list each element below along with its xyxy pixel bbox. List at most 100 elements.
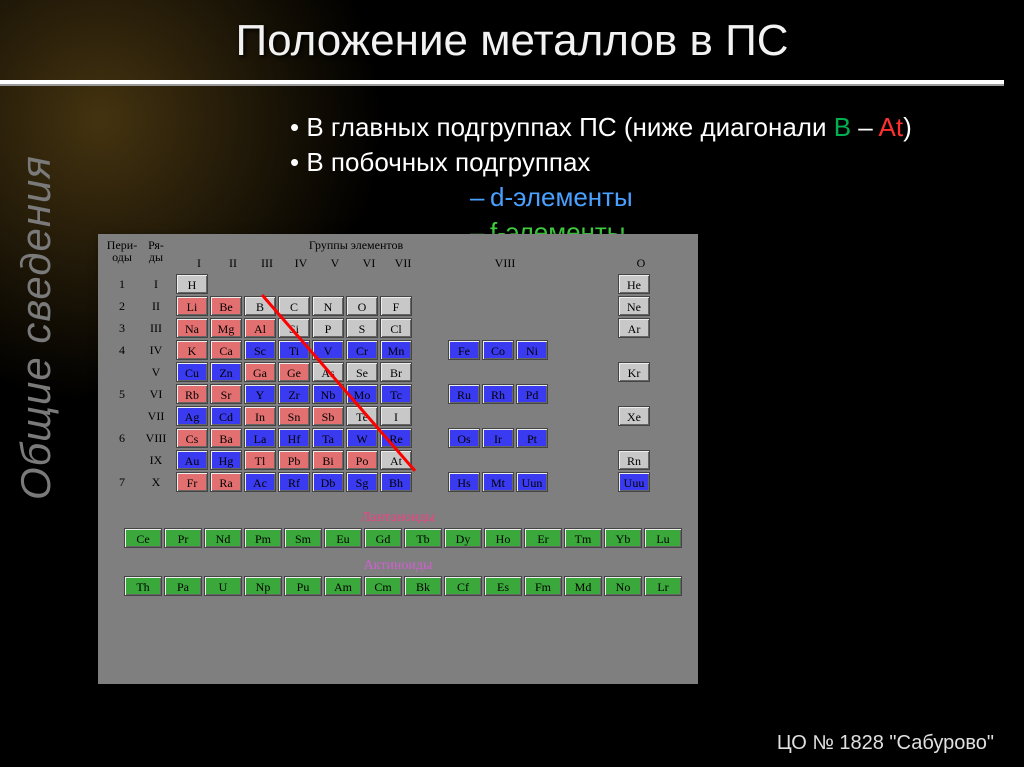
element-cell-Er: Er [524, 528, 562, 548]
group-label: VII [388, 256, 418, 271]
element-cell-Bh: Bh [380, 472, 412, 492]
element-cell-Hs: Hs [448, 472, 480, 492]
element-cell-N: N [312, 296, 344, 316]
element-cell-Hf: Hf [278, 428, 310, 448]
element-cell-No: No [604, 576, 642, 596]
element-cell-S: S [346, 318, 378, 338]
element-cell-Rn: Rn [618, 450, 650, 470]
element-cell-Am: Am [324, 576, 362, 596]
row-label: V [144, 365, 168, 380]
element-cell-Kr: Kr [618, 362, 650, 382]
actinides-label: Актиноиды [104, 558, 692, 574]
period-label: 1 [110, 277, 134, 292]
element-cell-Tm: Tm [564, 528, 602, 548]
element-cell-Dy: Dy [444, 528, 482, 548]
element-cell-Cs: Cs [176, 428, 208, 448]
element-cell-O: O [346, 296, 378, 316]
element-cell-F: F [380, 296, 412, 316]
element-cell-Ag: Ag [176, 406, 208, 426]
element-cell-Ho: Ho [484, 528, 522, 548]
element-cell-Db: Db [312, 472, 344, 492]
row-label: VIII [144, 431, 168, 446]
row-label: VI [144, 387, 168, 402]
element-cell-Sg: Sg [346, 472, 378, 492]
element-cell-Gd: Gd [364, 528, 402, 548]
group-label: I [184, 256, 214, 271]
element-cell-Yb: Yb [604, 528, 642, 548]
element-cell-Ar: Ar [618, 318, 650, 338]
group-label: IV [286, 256, 316, 271]
element-cell-I: I [380, 406, 412, 426]
element-cell-Li: Li [176, 296, 208, 316]
element-cell-Zr: Zr [278, 384, 310, 404]
element-cell-Ir: Ir [482, 428, 514, 448]
row-label: I [144, 277, 168, 292]
slide-title-bar: Положение металлов в ПС [0, 16, 1024, 66]
element-cell-W: W [346, 428, 378, 448]
element-cell-Pd: Pd [516, 384, 548, 404]
bullet-list: В главных подгруппах ПС (ниже диагонали … [290, 110, 994, 250]
element-cell-Sn: Sn [278, 406, 310, 426]
element-cell-Lr: Lr [644, 576, 682, 596]
period-label: 7 [110, 475, 134, 490]
element-cell-Rb: Rb [176, 384, 208, 404]
period-label: 2 [110, 299, 134, 314]
sidebar-heading: Общие сведения [12, 155, 60, 500]
element-cell-Hg: Hg [210, 450, 242, 470]
periodic-table-panel: Пери-одыРя-дыГруппы элементовIIIIIIIVVVI… [98, 234, 698, 684]
subbullet-d: d-элементы [290, 180, 994, 215]
group-label: O [626, 256, 656, 271]
element-cell-Ni: Ni [516, 340, 548, 360]
element-cell-Co: Co [482, 340, 514, 360]
element-cell-Np: Np [244, 576, 282, 596]
element-cell-Ce: Ce [124, 528, 162, 548]
element-cell-Bi: Bi [312, 450, 344, 470]
row-label: II [144, 299, 168, 314]
row-label: III [144, 321, 168, 336]
group-label: VIII [490, 256, 520, 271]
element-cell-Cu: Cu [176, 362, 208, 382]
bullet-1: В главных подгруппах ПС (ниже диагонали … [290, 110, 994, 145]
element-cell-Cd: Cd [210, 406, 242, 426]
element-cell-He: He [618, 274, 650, 294]
element-cell-Es: Es [484, 576, 522, 596]
element-cell-Pb: Pb [278, 450, 310, 470]
element-cell-Fm: Fm [524, 576, 562, 596]
period-label: 4 [110, 343, 134, 358]
element-cell-Cl: Cl [380, 318, 412, 338]
element-cell-Cr: Cr [346, 340, 378, 360]
group-label: V [320, 256, 350, 271]
b-at-at: At [879, 112, 904, 142]
element-cell-Ba: Ba [210, 428, 242, 448]
element-cell-Pu: Pu [284, 576, 322, 596]
element-cell-Se: Se [346, 362, 378, 382]
slide-title: Положение металлов в ПС [0, 16, 1024, 66]
element-cell-Lu: Lu [644, 528, 682, 548]
element-cell-Rh: Rh [482, 384, 514, 404]
row-label: VII [144, 409, 168, 424]
element-cell-P: P [312, 318, 344, 338]
element-cell-Ca: Ca [210, 340, 242, 360]
element-cell-Uun: Uun [516, 472, 548, 492]
element-cell-In: In [244, 406, 276, 426]
element-cell-Pt: Pt [516, 428, 548, 448]
row-label: X [144, 475, 168, 490]
element-cell-Th: Th [124, 576, 162, 596]
slide-footer: ЦО № 1828 "Сабурово" [777, 732, 994, 755]
row-label: IV [144, 343, 168, 358]
element-cell-Au: Au [176, 450, 208, 470]
element-cell-Ga: Ga [244, 362, 276, 382]
element-cell-Tl: Tl [244, 450, 276, 470]
element-cell-Na: Na [176, 318, 208, 338]
element-cell-Bk: Bk [404, 576, 442, 596]
element-cell-Y: Y [244, 384, 276, 404]
bullet-2: В побочных подгруппах [290, 145, 994, 180]
title-underline [0, 80, 1004, 86]
element-cell-Xe: Xe [618, 406, 650, 426]
element-cell-U: U [204, 576, 242, 596]
group-label: VI [354, 256, 384, 271]
element-cell-Md: Md [564, 576, 602, 596]
element-cell-Pm: Pm [244, 528, 282, 548]
element-cell-Sm: Sm [284, 528, 322, 548]
element-cell-Mn: Mn [380, 340, 412, 360]
